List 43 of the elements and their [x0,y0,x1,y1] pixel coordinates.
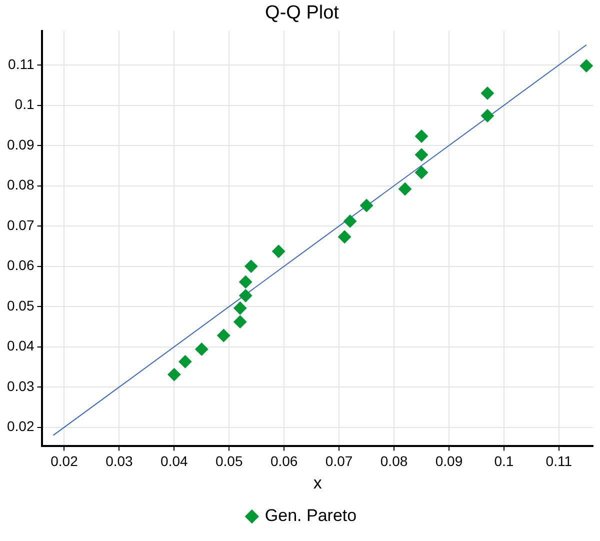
point [415,130,428,143]
x-tick-label: 0.11 [546,453,572,470]
x-tick-label: 0.05 [216,453,243,470]
point [178,355,192,368]
x-axis-title: x [313,473,322,492]
point [580,59,593,72]
y-tick-label: 0.09 [7,136,34,152]
x-tick-label: 0.02 [50,453,78,470]
point [415,148,428,162]
point [272,244,286,258]
point [234,302,247,315]
y-tick-label: 0.1 [14,96,34,112]
y-tick-label: 0.03 [7,378,34,394]
chart-title: Q-Q Plot [265,2,340,24]
y-tick-label: 0.04 [7,338,34,354]
x-tick-label: 0.1 [494,453,514,470]
x-tick-label: 0.09 [435,453,463,470]
point [398,182,412,196]
y-tick-label: 0.11 [8,56,34,72]
x-tick-label: 0.06 [270,453,298,470]
legend-label: Gen. Pareto [264,506,357,526]
y-tick-label: 0.08 [7,176,34,193]
point [480,109,494,122]
point [234,315,247,328]
y-tick-label: 0.06 [7,257,34,274]
y-tick-label: 0.05 [7,297,34,314]
point [244,260,258,273]
point [217,329,230,342]
point [168,368,181,382]
x-tick-label: 0.04 [160,453,188,470]
point [195,342,208,356]
x-tick-label: 0.03 [106,453,134,470]
point [338,230,352,244]
x-tick-label: 0.08 [380,453,408,470]
y-tick-label: 0.07 [7,216,34,233]
y-tick-label: 0.02 [7,418,34,434]
point [360,198,374,212]
point [480,86,494,100]
x-tick-label: 0.07 [325,453,353,470]
point [344,214,357,228]
point [239,275,252,288]
point [415,166,428,179]
point [239,289,252,302]
